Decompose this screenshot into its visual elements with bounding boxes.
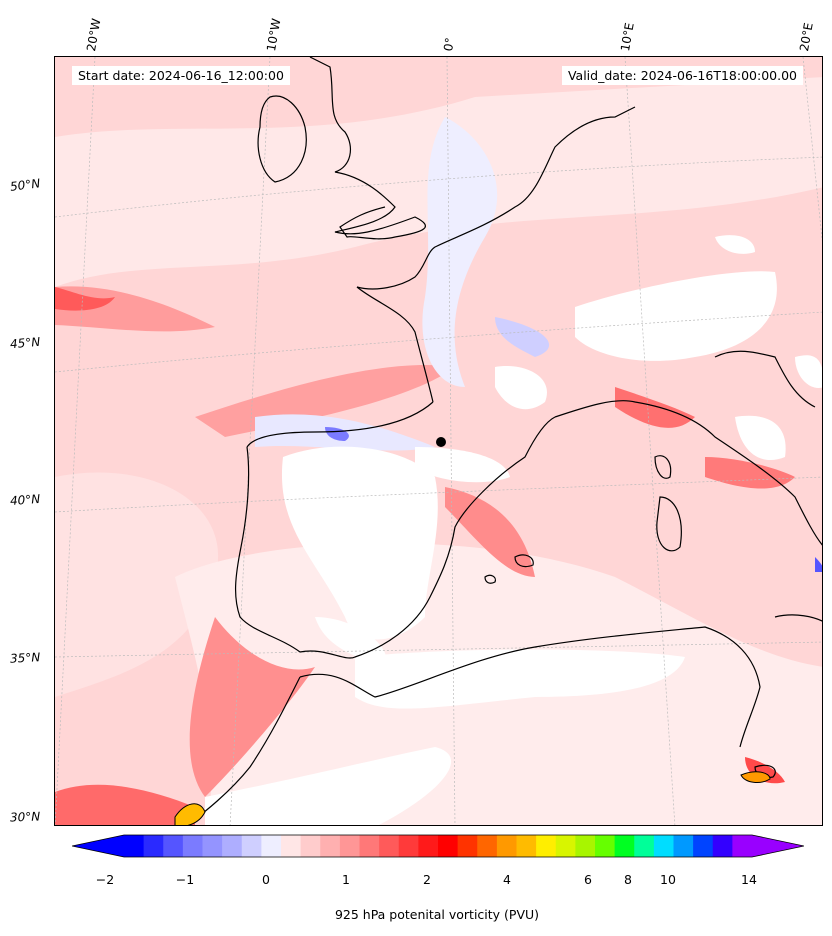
colorbar-tick: −2: [95, 872, 115, 887]
valid-date-label: Valid_date: 2024-06-16T18:00:00.00: [561, 66, 803, 85]
colorbar-bin: [418, 835, 439, 857]
pv-red-band: [189, 617, 315, 797]
pv-red-band: [55, 784, 195, 825]
colorbar-tick: 10: [660, 872, 676, 887]
colorbar-bin: [614, 835, 635, 857]
coastlines: [186, 57, 822, 825]
lat-label-45n: 45°N: [9, 334, 41, 352]
start-date-label: Start date: 2024-06-16_12:00:00: [72, 66, 290, 85]
pv-hotspot: [740, 771, 771, 783]
masked-terrain: [735, 415, 786, 461]
colorbar-tick: 4: [503, 872, 511, 887]
colorbar-tick: 0: [262, 872, 270, 887]
colorbar-bin: [555, 835, 576, 857]
colorbar-bin: [712, 835, 733, 857]
colorbar-bin: [673, 835, 694, 857]
colorbar-bin: [124, 835, 145, 857]
masked-terrain: [415, 447, 510, 483]
colorbar-bin: [222, 835, 243, 857]
lat-label-50n: 50°N: [9, 176, 41, 194]
masked-terrain: [715, 235, 755, 254]
colorbar-bin: [575, 835, 596, 857]
colorbar-bin: [634, 835, 655, 857]
colorbar-bin: [300, 835, 321, 857]
masked-terrain: [355, 649, 685, 709]
pv-light-region: [55, 472, 219, 697]
colorbar-extend-low: [72, 835, 124, 857]
colorbar-tick: −1: [175, 872, 195, 887]
map-panel: [54, 56, 823, 826]
colorbar-bin: [595, 835, 616, 857]
colorbar-bin: [281, 835, 302, 857]
colorbar-tick: 14: [741, 872, 757, 887]
masked-terrain: [495, 366, 547, 410]
colorbar-bin: [163, 835, 184, 857]
colorbar-bin: [496, 835, 517, 857]
colorbar-tick: 8: [624, 872, 632, 887]
colorbar-tick: 1: [342, 872, 350, 887]
colorbar-bin: [477, 835, 498, 857]
colorbar-bin: [143, 835, 164, 857]
colorbar-extend-high: [752, 835, 804, 857]
pv-negative-region: [815, 557, 822, 572]
colorbar-bin: [438, 835, 459, 857]
colorbar-bin: [516, 835, 537, 857]
colorbar: [72, 834, 804, 858]
colorbar-bin: [182, 835, 203, 857]
colorbar-bin: [241, 835, 262, 857]
pv-negative-region: [495, 317, 550, 357]
colorbar-bin: [536, 835, 557, 857]
lat-label-30n: 30°N: [9, 809, 41, 825]
lon-label-10w: 10°W: [264, 17, 284, 53]
colorbar-bin: [202, 835, 223, 857]
lon-label-10e: 10°E: [618, 21, 637, 53]
pv-extreme-spot: [436, 437, 446, 447]
colorbar-tick: 6: [584, 872, 592, 887]
masked-terrain: [795, 355, 822, 388]
colorbar-bin: [693, 835, 714, 857]
lon-label-20w: 20°W: [84, 17, 104, 53]
graticule: [55, 57, 822, 825]
masked-terrain: [205, 747, 451, 825]
masked-terrain: [315, 617, 387, 667]
pv-negative-region: [422, 117, 498, 387]
colorbar-bin: [398, 835, 419, 857]
colorbar-bin: [457, 835, 478, 857]
pv-red-band: [55, 286, 215, 332]
colorbar-bin: [359, 835, 380, 857]
masked-terrain: [575, 271, 777, 361]
colorbar-bin: [379, 835, 400, 857]
colorbar-bin: [339, 835, 360, 857]
colorbar-tick: 2: [423, 872, 431, 887]
pv-red-band: [615, 387, 695, 428]
pv-hotspot: [174, 803, 206, 825]
colorbar-bin: [320, 835, 341, 857]
colorbar-bin: [653, 835, 674, 857]
pv-red-band: [445, 487, 535, 577]
colorbar-label: 925 hPa potenital vorticity (PVU): [334, 907, 540, 922]
colorbar-outline: [72, 834, 804, 858]
lat-label-35n: 35°N: [9, 650, 41, 666]
lon-label-0: 0°: [441, 36, 458, 53]
colorbar-bin: [261, 835, 282, 857]
masked-terrain: [281, 446, 438, 640]
pv-field-map: [55, 57, 822, 825]
pv-red-band: [55, 287, 115, 311]
lon-label-20e: 20°E: [797, 21, 816, 53]
colorbar-bin: [732, 835, 753, 857]
lat-label-40n: 40°N: [9, 491, 41, 509]
